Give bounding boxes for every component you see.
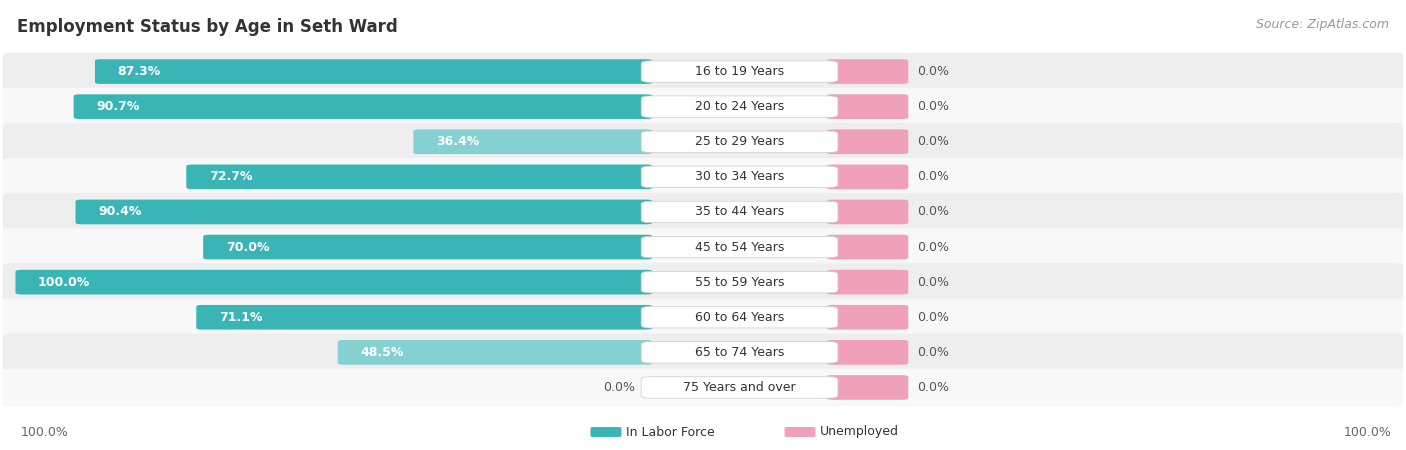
FancyBboxPatch shape	[641, 342, 838, 363]
FancyBboxPatch shape	[204, 235, 652, 259]
FancyBboxPatch shape	[3, 369, 1403, 406]
FancyBboxPatch shape	[827, 305, 908, 329]
Text: 0.0%: 0.0%	[917, 311, 949, 324]
FancyBboxPatch shape	[827, 59, 908, 84]
FancyBboxPatch shape	[186, 165, 652, 189]
Text: 90.4%: 90.4%	[98, 206, 142, 218]
FancyBboxPatch shape	[337, 340, 652, 364]
FancyBboxPatch shape	[641, 96, 838, 117]
FancyBboxPatch shape	[641, 201, 838, 223]
Text: 65 to 74 Years: 65 to 74 Years	[695, 346, 785, 359]
FancyBboxPatch shape	[827, 235, 908, 259]
Text: 20 to 24 Years: 20 to 24 Years	[695, 100, 785, 113]
Text: 0.0%: 0.0%	[917, 171, 949, 183]
Text: 0.0%: 0.0%	[917, 346, 949, 359]
FancyBboxPatch shape	[827, 340, 908, 364]
FancyBboxPatch shape	[3, 53, 1403, 90]
FancyBboxPatch shape	[3, 158, 1403, 196]
Text: 0.0%: 0.0%	[917, 135, 949, 148]
FancyBboxPatch shape	[3, 298, 1403, 336]
FancyBboxPatch shape	[641, 306, 838, 328]
Text: 0.0%: 0.0%	[917, 100, 949, 113]
Text: 35 to 44 Years: 35 to 44 Years	[695, 206, 785, 218]
FancyBboxPatch shape	[641, 131, 838, 153]
Text: 72.7%: 72.7%	[208, 171, 252, 183]
FancyBboxPatch shape	[413, 130, 652, 154]
Text: 55 to 59 Years: 55 to 59 Years	[695, 276, 785, 288]
Text: 30 to 34 Years: 30 to 34 Years	[695, 171, 785, 183]
FancyBboxPatch shape	[73, 94, 652, 119]
Text: 48.5%: 48.5%	[360, 346, 404, 359]
Text: 70.0%: 70.0%	[226, 241, 269, 253]
Text: 36.4%: 36.4%	[436, 135, 479, 148]
FancyBboxPatch shape	[641, 271, 838, 293]
FancyBboxPatch shape	[827, 200, 908, 224]
Text: 60 to 64 Years: 60 to 64 Years	[695, 311, 785, 324]
FancyBboxPatch shape	[641, 377, 838, 398]
Text: 25 to 29 Years: 25 to 29 Years	[695, 135, 785, 148]
Text: 90.7%: 90.7%	[96, 100, 139, 113]
Text: 0.0%: 0.0%	[917, 381, 949, 394]
Text: 0.0%: 0.0%	[603, 381, 636, 394]
Text: Unemployed: Unemployed	[820, 426, 898, 438]
FancyBboxPatch shape	[3, 228, 1403, 266]
Text: 0.0%: 0.0%	[917, 206, 949, 218]
Text: 100.0%: 100.0%	[21, 426, 69, 438]
Text: 100.0%: 100.0%	[38, 276, 90, 288]
Text: 16 to 19 Years: 16 to 19 Years	[695, 65, 785, 78]
Text: 45 to 54 Years: 45 to 54 Years	[695, 241, 785, 253]
Text: Source: ZipAtlas.com: Source: ZipAtlas.com	[1256, 18, 1389, 31]
FancyBboxPatch shape	[96, 59, 652, 84]
Text: 0.0%: 0.0%	[917, 276, 949, 288]
Text: 71.1%: 71.1%	[219, 311, 263, 324]
FancyBboxPatch shape	[3, 263, 1403, 301]
FancyBboxPatch shape	[827, 130, 908, 154]
FancyBboxPatch shape	[3, 123, 1403, 161]
FancyBboxPatch shape	[827, 165, 908, 189]
Text: In Labor Force: In Labor Force	[626, 426, 714, 438]
FancyBboxPatch shape	[3, 193, 1403, 231]
FancyBboxPatch shape	[827, 375, 908, 400]
FancyBboxPatch shape	[197, 305, 652, 329]
FancyBboxPatch shape	[827, 94, 908, 119]
FancyBboxPatch shape	[591, 427, 621, 437]
Text: 75 Years and over: 75 Years and over	[683, 381, 796, 394]
Text: 0.0%: 0.0%	[917, 65, 949, 78]
Text: 87.3%: 87.3%	[118, 65, 160, 78]
FancyBboxPatch shape	[641, 166, 838, 188]
FancyBboxPatch shape	[785, 427, 815, 437]
FancyBboxPatch shape	[827, 270, 908, 294]
FancyBboxPatch shape	[3, 333, 1403, 371]
FancyBboxPatch shape	[641, 236, 838, 258]
FancyBboxPatch shape	[15, 270, 652, 294]
FancyBboxPatch shape	[641, 61, 838, 82]
FancyBboxPatch shape	[3, 88, 1403, 126]
FancyBboxPatch shape	[76, 200, 652, 224]
Text: Employment Status by Age in Seth Ward: Employment Status by Age in Seth Ward	[17, 18, 398, 36]
Text: 100.0%: 100.0%	[1344, 426, 1392, 438]
Text: 0.0%: 0.0%	[917, 241, 949, 253]
